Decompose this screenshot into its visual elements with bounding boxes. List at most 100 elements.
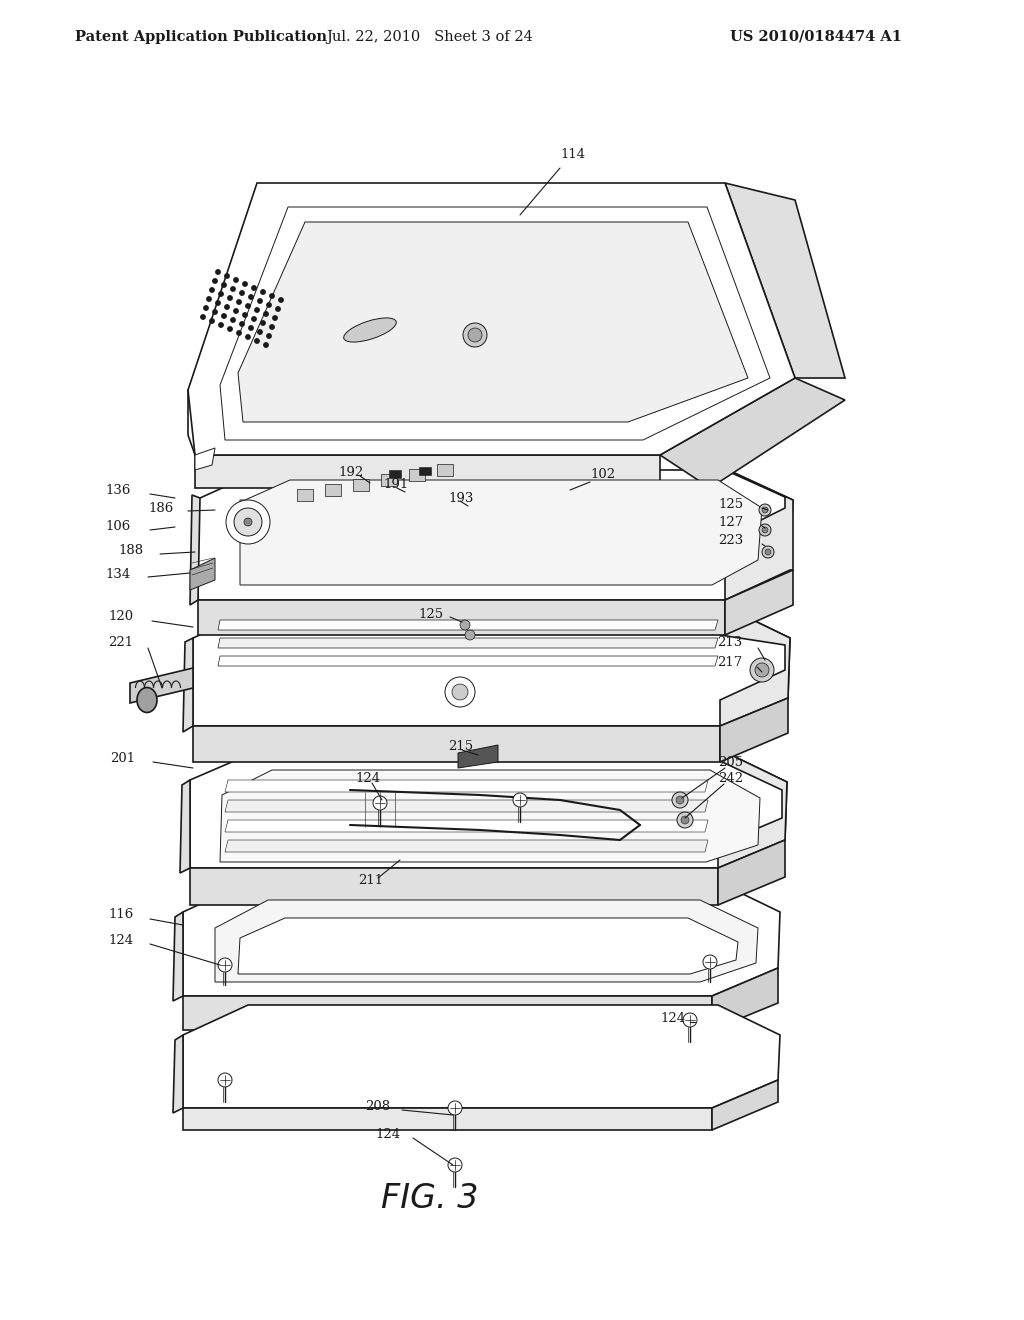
Circle shape bbox=[269, 325, 274, 329]
Text: 211: 211 bbox=[358, 874, 383, 887]
Circle shape bbox=[762, 546, 774, 558]
Polygon shape bbox=[725, 570, 793, 635]
Circle shape bbox=[677, 812, 693, 828]
Text: 116: 116 bbox=[108, 908, 133, 921]
Polygon shape bbox=[188, 183, 795, 455]
Text: 223: 223 bbox=[718, 535, 743, 548]
Circle shape bbox=[252, 286, 256, 290]
Text: 125: 125 bbox=[418, 607, 443, 620]
Text: 208: 208 bbox=[365, 1100, 390, 1113]
Circle shape bbox=[267, 302, 271, 308]
Polygon shape bbox=[225, 820, 708, 832]
Text: 242: 242 bbox=[718, 772, 743, 785]
Circle shape bbox=[213, 279, 217, 284]
Polygon shape bbox=[660, 378, 845, 488]
Text: US 2010/0184474 A1: US 2010/0184474 A1 bbox=[730, 30, 902, 44]
Polygon shape bbox=[190, 495, 200, 605]
Polygon shape bbox=[190, 752, 787, 869]
Text: 221: 221 bbox=[108, 636, 133, 649]
Circle shape bbox=[246, 335, 250, 339]
Circle shape bbox=[234, 508, 262, 536]
Circle shape bbox=[227, 296, 232, 300]
Text: 186: 186 bbox=[148, 502, 173, 515]
Polygon shape bbox=[720, 698, 788, 762]
Circle shape bbox=[227, 327, 232, 331]
Polygon shape bbox=[437, 465, 453, 477]
Circle shape bbox=[762, 527, 768, 533]
Text: 192: 192 bbox=[338, 466, 364, 479]
Text: 120: 120 bbox=[108, 610, 133, 623]
Circle shape bbox=[683, 1012, 697, 1027]
Circle shape bbox=[240, 290, 244, 296]
Circle shape bbox=[258, 330, 262, 334]
Polygon shape bbox=[419, 467, 431, 475]
Circle shape bbox=[244, 517, 252, 525]
Circle shape bbox=[219, 292, 223, 296]
Polygon shape bbox=[190, 869, 718, 906]
Circle shape bbox=[279, 298, 284, 302]
Circle shape bbox=[373, 796, 387, 810]
Polygon shape bbox=[381, 474, 397, 486]
Polygon shape bbox=[183, 997, 712, 1030]
Text: 124: 124 bbox=[375, 1129, 400, 1142]
Text: Jul. 22, 2010   Sheet 3 of 24: Jul. 22, 2010 Sheet 3 of 24 bbox=[327, 30, 534, 44]
Circle shape bbox=[255, 308, 259, 313]
Circle shape bbox=[681, 816, 689, 824]
Polygon shape bbox=[238, 222, 748, 422]
Polygon shape bbox=[173, 912, 183, 1001]
Polygon shape bbox=[183, 1005, 780, 1107]
Polygon shape bbox=[712, 968, 778, 1030]
Ellipse shape bbox=[344, 318, 396, 342]
Text: 114: 114 bbox=[560, 149, 585, 161]
Circle shape bbox=[207, 297, 211, 301]
Text: 205: 205 bbox=[718, 756, 743, 770]
Circle shape bbox=[216, 301, 220, 305]
Circle shape bbox=[672, 792, 688, 808]
Circle shape bbox=[264, 312, 268, 317]
Circle shape bbox=[249, 326, 253, 330]
Polygon shape bbox=[458, 744, 498, 768]
Polygon shape bbox=[195, 447, 215, 470]
Polygon shape bbox=[183, 882, 780, 997]
Circle shape bbox=[272, 315, 278, 321]
Circle shape bbox=[225, 305, 229, 309]
Circle shape bbox=[261, 290, 265, 294]
Text: 124: 124 bbox=[660, 1011, 685, 1024]
Polygon shape bbox=[130, 668, 193, 704]
Circle shape bbox=[261, 321, 265, 325]
Circle shape bbox=[759, 524, 771, 536]
Polygon shape bbox=[725, 470, 793, 601]
Polygon shape bbox=[725, 183, 845, 378]
Text: 217: 217 bbox=[717, 656, 742, 669]
Circle shape bbox=[755, 663, 769, 677]
Polygon shape bbox=[238, 917, 738, 974]
Circle shape bbox=[703, 954, 717, 969]
Polygon shape bbox=[193, 726, 720, 762]
Polygon shape bbox=[220, 770, 760, 862]
Circle shape bbox=[233, 277, 239, 282]
Text: 134: 134 bbox=[105, 569, 130, 582]
Circle shape bbox=[449, 1158, 462, 1172]
Circle shape bbox=[233, 309, 239, 313]
Circle shape bbox=[230, 318, 236, 322]
Circle shape bbox=[264, 343, 268, 347]
Circle shape bbox=[226, 500, 270, 544]
Circle shape bbox=[218, 958, 232, 972]
Circle shape bbox=[237, 331, 242, 335]
Circle shape bbox=[210, 319, 214, 323]
Circle shape bbox=[219, 323, 223, 327]
Circle shape bbox=[762, 507, 768, 513]
Circle shape bbox=[255, 339, 259, 343]
Circle shape bbox=[449, 1101, 462, 1115]
Text: 193: 193 bbox=[449, 491, 473, 504]
Circle shape bbox=[222, 314, 226, 318]
Circle shape bbox=[240, 322, 244, 326]
Polygon shape bbox=[195, 455, 660, 488]
Circle shape bbox=[750, 657, 774, 682]
Circle shape bbox=[237, 300, 242, 304]
Polygon shape bbox=[218, 620, 718, 630]
Circle shape bbox=[765, 549, 771, 554]
Circle shape bbox=[218, 1073, 232, 1086]
Text: 102: 102 bbox=[590, 469, 615, 482]
Polygon shape bbox=[218, 638, 718, 648]
